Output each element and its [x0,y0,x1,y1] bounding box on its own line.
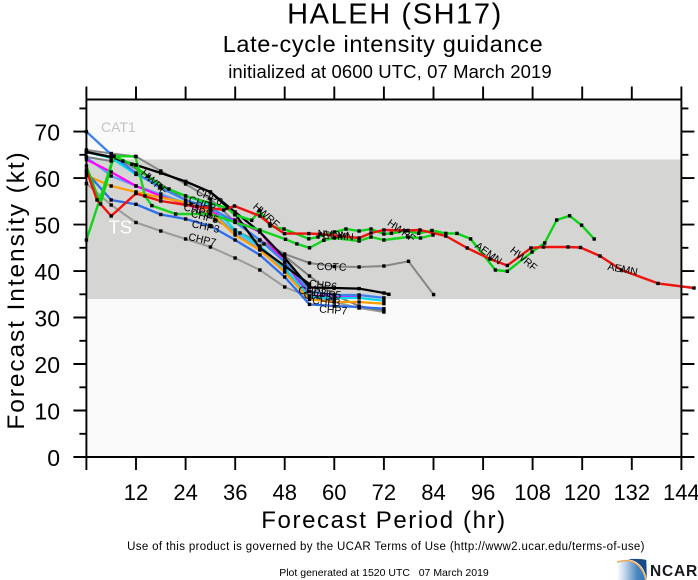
svg-text:CHP3: CHP3 [191,218,221,236]
svg-text:AEMN: AEMN [607,261,639,279]
svg-text:CHP6: CHP6 [308,278,337,293]
svg-text:NCAR: NCAR [650,563,698,580]
svg-text:70: 70 [34,120,60,146]
svg-text:20: 20 [34,352,60,378]
svg-text:108: 108 [514,480,551,505]
svg-text:initialized at 0600 UTC, 07 Ma: initialized at 0600 UTC, 07 March 2019 [228,61,552,82]
svg-text:COTC: COTC [317,261,348,274]
svg-text:48: 48 [272,480,296,505]
svg-text:Forecast Period (hr): Forecast Period (hr) [261,507,506,534]
svg-text:0: 0 [47,445,60,471]
svg-text:72: 72 [372,480,396,505]
svg-text:10: 10 [34,399,60,425]
svg-text:Plot generated at 1520 UTC 0: Plot generated at 1520 UTC 07 March 2019 [279,567,489,579]
svg-text:Forecast Intensity (kt): Forecast Intensity (kt) [3,150,30,429]
svg-text:60: 60 [322,480,346,505]
svg-text:TS: TS [109,217,133,238]
svg-text:84: 84 [421,480,445,505]
svg-text:CHPS: CHPS [303,289,333,303]
svg-text:40: 40 [34,259,60,285]
svg-text:ECMN: ECMN [322,229,354,243]
svg-text:50: 50 [34,213,60,239]
svg-text:132: 132 [613,480,650,505]
svg-text:30: 30 [34,306,60,332]
svg-text:96: 96 [471,480,495,505]
svg-text:CAT1: CAT1 [101,119,136,135]
svg-text:36: 36 [223,480,247,505]
svg-text:60: 60 [34,166,60,192]
svg-text:HALEH (SH17): HALEH (SH17) [287,0,503,31]
svg-text:24: 24 [173,480,197,505]
svg-text:12: 12 [124,480,148,505]
svg-text:CHP7: CHP7 [319,304,348,318]
svg-text:144: 144 [663,480,698,505]
svg-text:NVGM: NVGM [317,228,349,242]
svg-text:Late-cycle intensity guidance: Late-cycle intensity guidance [223,31,544,57]
svg-text:CHP2: CHP2 [298,285,327,300]
svg-text:Use of this product is governe: Use of this product is governed by the U… [127,541,645,553]
svg-text:CHP3: CHP3 [312,295,341,309]
svg-text:CHP5: CHP5 [313,288,342,302]
svg-text:120: 120 [564,480,601,505]
